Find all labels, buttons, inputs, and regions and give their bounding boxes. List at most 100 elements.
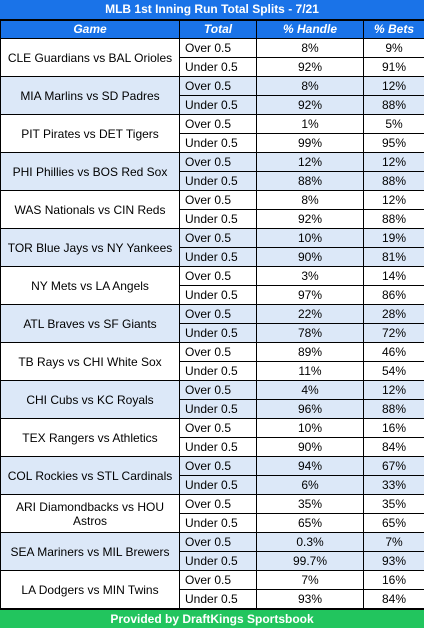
bets-pct: 88% [363, 171, 424, 191]
total-line: Over 0.5 [179, 456, 257, 476]
total-line: Under 0.5 [179, 95, 257, 115]
game-name: PHI Phillies vs BOS Red Sox [0, 152, 180, 191]
bets-pct: 84% [363, 437, 424, 457]
handle-pct: 22% [256, 304, 364, 324]
table-row: CLE Guardians vs BAL Orioles Over 0.5 8% 9% [0, 38, 424, 77]
table-row: Under 0.5 92% 88% [1, 95, 424, 115]
total-line: Over 0.5 [179, 570, 257, 590]
table-row: Under 0.5 78% 72% [1, 323, 424, 343]
total-line: Over 0.5 [179, 532, 257, 552]
table-row: TOR Blue Jays vs NY Yankees Over 0.5 10% 19… [0, 228, 424, 267]
game-name: CLE Guardians vs BAL Orioles [0, 38, 180, 77]
total-line: Under 0.5 [179, 361, 257, 381]
table-row: Under 0.5 90% 84% [1, 437, 424, 457]
game-name: SEA Mariners vs MIL Brewers [0, 532, 180, 571]
handle-pct: 89% [256, 342, 364, 362]
total-line: Over 0.5 [179, 152, 257, 172]
total-line: Under 0.5 [179, 589, 257, 609]
handle-pct: 90% [256, 437, 364, 457]
header-bets: % Bets [363, 20, 424, 39]
handle-pct: 8% [256, 76, 364, 96]
bets-pct: 88% [363, 399, 424, 419]
handle-pct: 96% [256, 399, 364, 419]
handle-pct: 90% [256, 247, 364, 267]
table-row: NY Mets vs LA Angels Over 0.5 3% 14% [0, 266, 424, 305]
bets-pct: 12% [363, 76, 424, 96]
total-line: Over 0.5 [179, 266, 257, 286]
total-line: Over 0.5 [179, 342, 257, 362]
table-row: Under 0.5 92% 91% [1, 57, 424, 77]
splits-table: Game Total % Handle % Bets CLE Guardians… [0, 20, 424, 609]
header-total: Total [179, 20, 257, 39]
bets-pct: 12% [363, 152, 424, 172]
footer-credit: Provided by DraftKings Sportsbook [0, 609, 424, 628]
handle-pct: 92% [256, 57, 364, 77]
header-handle: % Handle [256, 20, 364, 39]
handle-pct: 3% [256, 266, 364, 286]
handle-pct: 8% [256, 38, 364, 58]
bets-pct: 86% [363, 285, 424, 305]
game-name: ARI Diamondbacks vs HOU Astros [0, 494, 180, 533]
total-line: Under 0.5 [179, 437, 257, 457]
game-name: TEX Rangers vs Athletics [0, 418, 180, 457]
total-line: Under 0.5 [179, 323, 257, 343]
handle-pct: 12% [256, 152, 364, 172]
bets-pct: 12% [363, 190, 424, 210]
table-row: Under 0.5 97% 86% [1, 285, 424, 305]
handle-pct: 6% [256, 475, 364, 495]
table-row: ARI Diamondbacks vs HOU Astros Over 0.5 35… [0, 494, 424, 533]
handle-pct: 8% [256, 190, 364, 210]
total-line: Under 0.5 [179, 209, 257, 229]
total-line: Over 0.5 [179, 190, 257, 210]
bets-pct: 88% [363, 209, 424, 229]
table-row: MIA Marlins vs SD Padres Over 0.5 8% 12% [0, 76, 424, 115]
total-line: Under 0.5 [179, 513, 257, 533]
bets-pct: 16% [363, 418, 424, 438]
bets-pct: 65% [363, 513, 424, 533]
game-name: PIT Pirates vs DET Tigers [0, 114, 180, 153]
total-line: Over 0.5 [179, 114, 257, 134]
handle-pct: 99% [256, 133, 364, 153]
game-name: LA Dodgers vs MIN Twins [0, 570, 180, 609]
total-line: Under 0.5 [179, 171, 257, 191]
table-row: CHI Cubs vs KC Royals Over 0.5 4% 12% [0, 380, 424, 419]
total-line: Over 0.5 [179, 304, 257, 324]
total-line: Under 0.5 [179, 285, 257, 305]
bets-pct: 93% [363, 551, 424, 571]
bets-pct: 12% [363, 380, 424, 400]
bets-pct: 7% [363, 532, 424, 552]
total-line: Under 0.5 [179, 133, 257, 153]
game-name: TB Rays vs CHI White Sox [0, 342, 180, 381]
game-name: CHI Cubs vs KC Royals [0, 380, 180, 419]
total-line: Over 0.5 [179, 38, 257, 58]
table-row: SEA Mariners vs MIL Brewers Over 0.5 0.3% 7… [0, 532, 424, 571]
bets-pct: 5% [363, 114, 424, 134]
table-row: Under 0.5 11% 54% [1, 361, 424, 381]
handle-pct: 78% [256, 323, 364, 343]
bets-pct: 19% [363, 228, 424, 248]
total-line: Under 0.5 [179, 57, 257, 77]
bets-pct: 35% [363, 494, 424, 514]
table-row: TB Rays vs CHI White Sox Over 0.5 89% 46% [0, 342, 424, 381]
table-row: PIT Pirates vs DET Tigers Over 0.5 1% 5% [0, 114, 424, 153]
table-row: ATL Braves vs SF Giants Over 0.5 22% 28% [0, 304, 424, 343]
bets-pct: 91% [363, 57, 424, 77]
bets-pct: 81% [363, 247, 424, 267]
table-row: Under 0.5 92% 88% [1, 209, 424, 229]
handle-pct: 65% [256, 513, 364, 533]
table-row: Under 0.5 6% 33% [1, 475, 424, 495]
total-line: Over 0.5 [179, 76, 257, 96]
total-line: Under 0.5 [179, 399, 257, 419]
game-name: ATL Braves vs SF Giants [0, 304, 180, 343]
page-title: MLB 1st Inning Run Total Splits - 7/21 [0, 0, 424, 20]
table-row: PHI Phillies vs BOS Red Sox Over 0.5 12% 12… [0, 152, 424, 191]
handle-pct: 99.7% [256, 551, 364, 571]
handle-pct: 92% [256, 95, 364, 115]
bets-pct: 14% [363, 266, 424, 286]
game-name: MIA Marlins vs SD Padres [0, 76, 180, 115]
table-row: TEX Rangers vs Athletics Over 0.5 10% 16% [0, 418, 424, 457]
table-row: WAS Nationals vs CIN Reds Over 0.5 8% 12% [0, 190, 424, 229]
table-row: LA Dodgers vs MIN Twins Over 0.5 7% 16% [0, 570, 424, 609]
total-line: Over 0.5 [179, 380, 257, 400]
